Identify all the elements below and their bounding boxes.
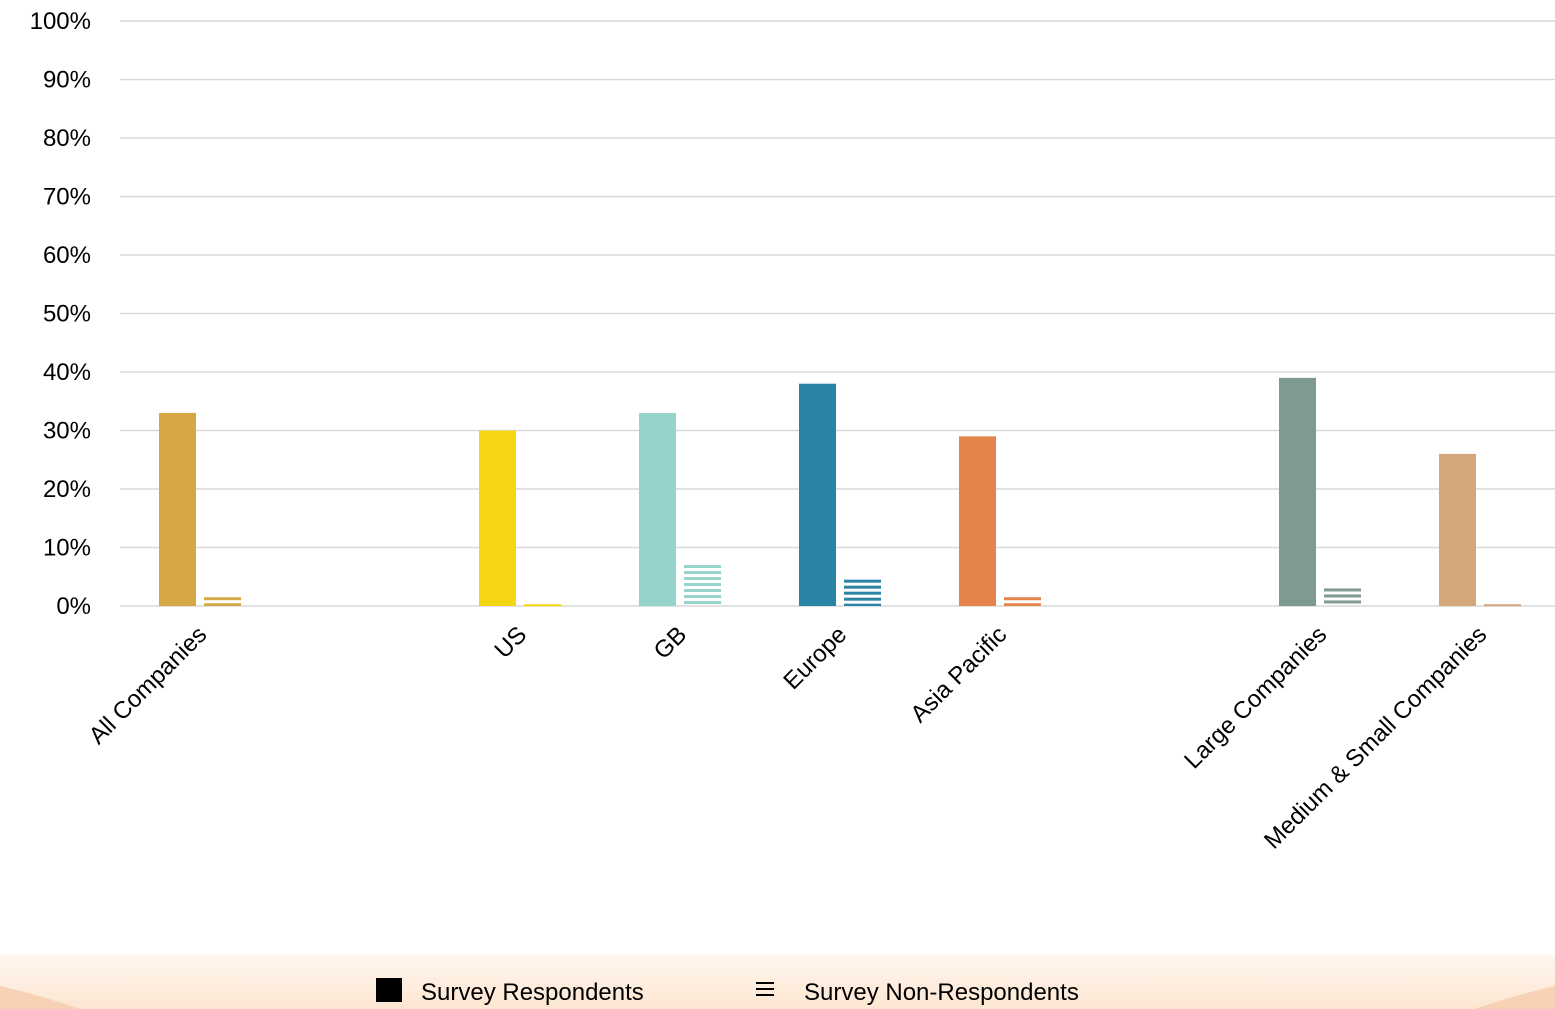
y-tick-label: 80% [43,125,91,152]
legend-background [0,955,1555,1009]
gridlines [120,20,1555,607]
bars [159,377,1521,607]
legend-label-non-respondents: Survey Non-Respondents [804,979,1079,1006]
x-category-label: US [490,621,533,664]
legend-swatch-solid [376,978,402,1002]
bar-non-respondents [844,579,881,606]
y-tick-label: 60% [43,242,91,269]
bar-non-respondents [1324,588,1361,604]
bar-respondents [959,436,996,606]
y-tick-label: 50% [43,301,91,328]
bar-respondents [1279,377,1316,606]
bar-non-respondents [684,565,721,605]
y-tick-label: 20% [43,476,91,503]
bar-non-respondents [1004,597,1041,606]
bar-respondents [639,412,676,606]
x-axis-labels: All Companies US GB Europe Asia Pacific Large… [84,621,1493,854]
bar-respondents [1439,453,1476,606]
x-category-label: Europe [778,621,852,695]
legend: Survey Respondents Survey Non-Respondent… [376,978,1079,1006]
bar-respondents [159,412,196,606]
y-tick-label: 30% [43,418,91,445]
y-tick-label: 10% [43,535,91,562]
bar-non-respondents [524,604,561,607]
legend-item-respondents: Survey Respondents [376,978,644,1006]
y-tick-label: 0% [56,593,91,620]
y-axis-ticks: 0% 10% 20% 30% 40% 50% 60% 70% 80% 90% 100% [30,8,91,620]
bar-non-respondents [204,597,241,606]
x-category-label: Large Companies [1179,621,1332,774]
y-tick-label: 40% [43,359,91,386]
legend-swatch-striped [756,982,774,996]
x-category-label: All Companies [84,621,213,750]
x-category-label: GB [649,621,693,665]
bar-respondents [799,383,836,606]
bar-respondents [479,430,516,606]
legend-label-respondents: Survey Respondents [421,979,644,1006]
legend-item-non-respondents: Survey Non-Respondents [756,979,1079,1006]
bar-non-respondents [1484,604,1521,607]
x-category-label: Asia Pacific [905,621,1012,728]
y-tick-label: 90% [43,67,91,94]
y-tick-label: 100% [30,8,91,35]
y-tick-label: 70% [43,184,91,211]
